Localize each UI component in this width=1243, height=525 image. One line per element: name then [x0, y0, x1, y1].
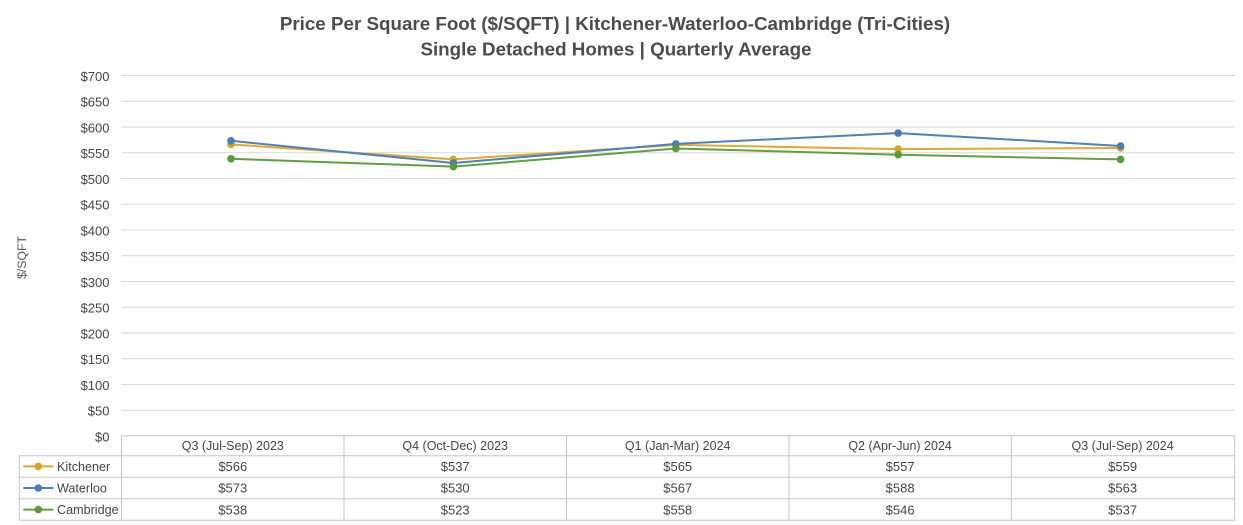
svg-text:$700: $700: [81, 69, 110, 84]
svg-text:$565: $565: [663, 459, 692, 474]
svg-text:$100: $100: [81, 378, 110, 393]
svg-text:$537: $537: [1108, 502, 1137, 517]
svg-text:$563: $563: [1108, 481, 1137, 496]
svg-text:Price Per Square Foot ($/SQFT): Price Per Square Foot ($/SQFT) | Kitchen…: [280, 13, 950, 34]
svg-text:$573: $573: [218, 481, 247, 496]
svg-text:Q1 (Jan-Mar) 2024: Q1 (Jan-Mar) 2024: [625, 439, 731, 453]
svg-text:$523: $523: [441, 502, 470, 517]
svg-text:$200: $200: [81, 326, 110, 341]
svg-text:$538: $538: [218, 502, 247, 517]
svg-text:$558: $558: [663, 502, 692, 517]
svg-text:$0: $0: [95, 429, 109, 444]
svg-text:$250: $250: [81, 301, 110, 316]
svg-text:$550: $550: [81, 146, 110, 161]
svg-text:$546: $546: [886, 502, 915, 517]
svg-text:Cambridge: Cambridge: [57, 503, 119, 517]
svg-text:Q3 (Jul-Sep) 2024: Q3 (Jul-Sep) 2024: [1072, 439, 1174, 453]
svg-text:Single Detached Homes | Quarte: Single Detached Homes | Quarterly Averag…: [420, 39, 811, 60]
svg-text:$/SQFT: $/SQFT: [15, 235, 29, 279]
svg-text:Q3 (Jul-Sep) 2023: Q3 (Jul-Sep) 2023: [182, 439, 284, 453]
svg-text:$567: $567: [663, 481, 692, 496]
svg-text:Waterloo: Waterloo: [57, 482, 107, 496]
svg-text:$557: $557: [886, 459, 915, 474]
svg-text:$350: $350: [81, 249, 110, 264]
svg-text:$50: $50: [88, 404, 110, 419]
svg-text:Kitchener: Kitchener: [57, 460, 110, 474]
svg-text:$566: $566: [218, 459, 247, 474]
svg-text:$300: $300: [81, 275, 110, 290]
svg-text:Q2 (Apr-Jun) 2024: Q2 (Apr-Jun) 2024: [848, 439, 952, 453]
svg-text:$600: $600: [81, 120, 110, 135]
svg-text:$537: $537: [441, 459, 470, 474]
svg-text:$588: $588: [886, 481, 915, 496]
svg-text:$559: $559: [1108, 459, 1137, 474]
svg-text:$400: $400: [81, 223, 110, 238]
svg-text:$150: $150: [81, 352, 110, 367]
svg-text:$650: $650: [81, 95, 110, 110]
svg-text:$530: $530: [441, 481, 470, 496]
svg-text:$450: $450: [81, 198, 110, 213]
svg-text:Q4 (Oct-Dec) 2023: Q4 (Oct-Dec) 2023: [402, 439, 508, 453]
svg-text:$500: $500: [81, 172, 110, 187]
